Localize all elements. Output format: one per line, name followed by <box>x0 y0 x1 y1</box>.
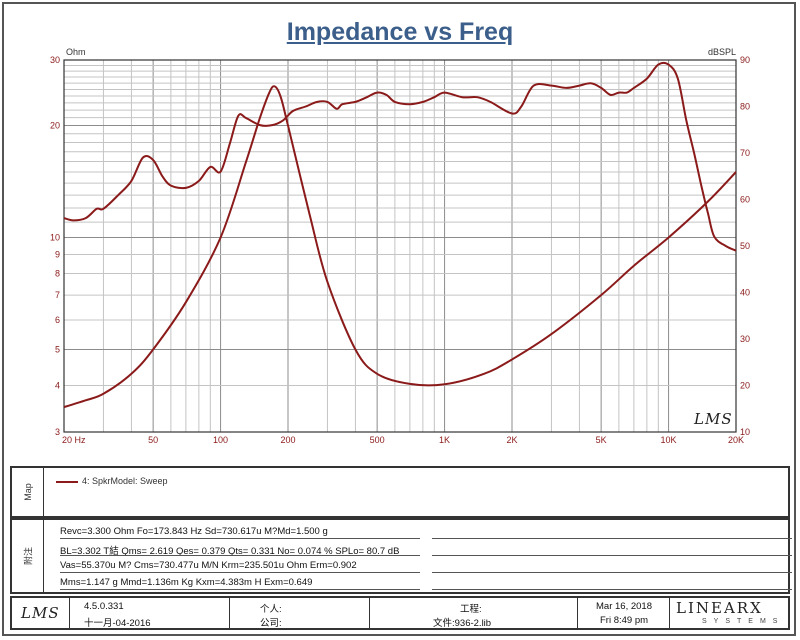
x-axis-tick-label: 100 <box>213 435 228 445</box>
x-axis-tick-label: 20K <box>728 435 744 445</box>
right-axis-tick-label: 50 <box>740 241 750 251</box>
left-axis-tick-label: 5 <box>55 344 60 354</box>
param-row-text: Vas=55.370u M? Cms=730.477u M/N Krm=235.… <box>60 560 357 571</box>
x-axis-tick-label: 5K <box>596 435 607 445</box>
left-axis-tick-label: 30 <box>50 55 60 65</box>
left-axis-tick-label: 3 <box>55 427 60 437</box>
left-axis-tick-label: 10 <box>50 232 60 242</box>
x-axis-tick-label: 50 <box>148 435 158 445</box>
x-axis-tick-label: 200 <box>280 435 295 445</box>
footer-version: 4.5.0.331 <box>84 601 124 612</box>
spl-curve <box>63 61 737 252</box>
left-axis-tick-label: 6 <box>55 315 60 325</box>
footer-person-label: 个人: <box>260 604 282 615</box>
legend-panel: Map 4: SpkrModel: Sweep <box>10 466 790 518</box>
param-row: Vas=55.370u M? Cms=730.477u M/N Krm=235.… <box>60 558 792 574</box>
left-axis-tick-label: 9 <box>55 250 60 260</box>
right-axis-tick-label: 30 <box>740 334 750 344</box>
impedance-chart: 30 20 10 9 8 7 6 5 4 3 90 80 70 60 50 40 30 20 10 20 Hz 50 10… <box>50 55 750 445</box>
left-axis-tick-label: 8 <box>55 269 60 279</box>
legend-swatch <box>56 481 78 483</box>
x-axis-tick-label: 10K <box>661 435 677 445</box>
left-axis-tick-label: 7 <box>55 290 60 300</box>
right-axis-tick-label: 90 <box>740 55 750 65</box>
right-axis-tick-label: 70 <box>740 148 750 158</box>
lms-watermark: LMS <box>693 410 733 428</box>
footer-brand-sub: SYSTEMS <box>702 618 785 625</box>
right-axis-tick-label: 60 <box>740 195 750 205</box>
right-axis-tick-label: 40 <box>740 288 750 298</box>
left-axis-tick-label: 20 <box>50 121 60 131</box>
right-axis-tick-label: 80 <box>740 102 750 112</box>
footer-company-label: 公司: <box>260 618 282 629</box>
right-axis-tick-label: 10 <box>740 427 750 437</box>
chart-title: Impedance vs Freq <box>286 18 514 46</box>
x-axis-tick-label: 1K <box>439 435 450 445</box>
footer-time: Fri 8:49 pm <box>600 615 649 626</box>
x-axis-tick-label: 2K <box>506 435 517 445</box>
param-row-text: Mms=1.147 g Mmd=1.136m Kg Kxm=4.383m H E… <box>60 577 313 588</box>
legend-side-label: Map <box>22 483 33 501</box>
plot-frame <box>63 59 737 433</box>
footer-logo-cell: LMS <box>12 598 70 628</box>
params-panel: 附注 Revc=3.300 Ohm Fo=173.843 Hz Sd=730.6… <box>10 518 792 594</box>
footer-date: Mar 16, 2018 <box>596 601 652 612</box>
param-row-text: BL=3.302 T結 Qms= 2.619 Qes= 0.379 Qts= 0… <box>60 546 400 557</box>
right-axis-unit: dBSPL <box>708 47 737 57</box>
plot-area <box>64 60 736 432</box>
footer-brand: LINEARX <box>676 599 763 617</box>
legend-entry: 4: SpkrModel: Sweep <box>82 476 168 486</box>
footer-project-cell: 工程: 文件:936-2.lib <box>370 598 578 629</box>
footer-build-date: 十一月-04-2016 <box>84 618 151 629</box>
footer-file-label: 文件:936-2.lib <box>433 618 492 629</box>
footer-bar: LMS 4.5.0.331 十一月-04-2016 个人: 公司: 工程: 文件… <box>10 596 790 630</box>
footer-date-cell: Mar 16, 2018 Fri 8:49 pm <box>578 598 670 628</box>
legend-side: Map <box>12 468 44 516</box>
impedance-curve <box>63 85 737 409</box>
right-axis-tick-label: 20 <box>740 381 750 391</box>
left-axis-tick-label: 4 <box>55 381 60 391</box>
x-axis-tick-label: 500 <box>370 435 385 445</box>
param-row: Revc=3.300 Ohm Fo=173.843 Hz Sd=730.617u… <box>60 524 792 540</box>
footer-project-label: 工程: <box>460 604 482 615</box>
param-row: Mms=1.147 g Mmd=1.136m Kg Kxm=4.383m H E… <box>60 575 792 591</box>
x-axis-tick-label: 20 Hz <box>62 435 86 445</box>
footer-version-cell: 4.5.0.331 十一月-04-2016 <box>70 598 230 629</box>
param-row-text: Revc=3.300 Ohm Fo=173.843 Hz Sd=730.617u… <box>60 526 328 537</box>
left-axis-unit: Ohm <box>66 47 86 57</box>
params-side-label: 附注 <box>23 546 33 566</box>
params-side: 附注 <box>12 520 44 592</box>
param-row: BL=3.302 T結 Qms= 2.619 Qes= 0.379 Qts= 0… <box>60 541 792 557</box>
footer-user-cell: 个人: 公司: <box>230 598 370 629</box>
footer-lms-logo: LMS <box>21 604 60 622</box>
